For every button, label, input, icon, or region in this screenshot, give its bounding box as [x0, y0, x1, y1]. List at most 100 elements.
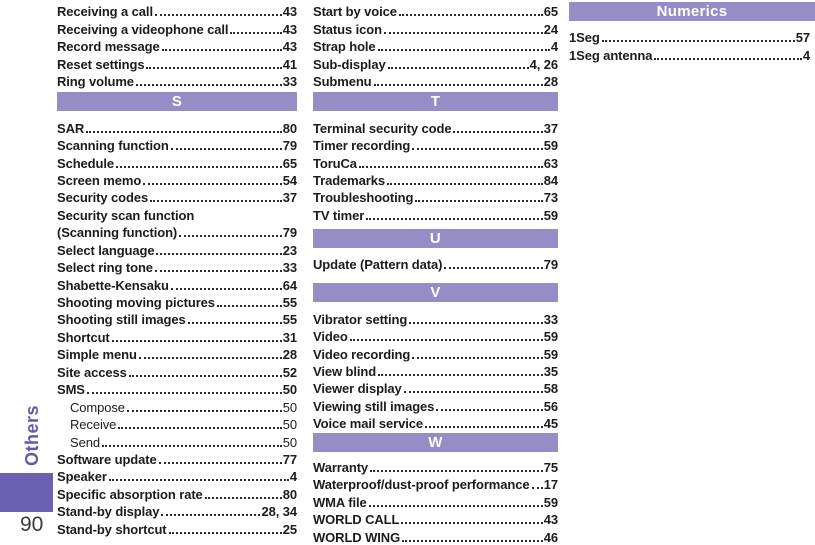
entry-page-number: 4	[802, 47, 810, 63]
entry-label: Send	[70, 434, 100, 450]
entry-label: Video	[313, 329, 348, 345]
dot-leader	[412, 148, 543, 151]
dot-leader	[373, 84, 543, 87]
dot-leader	[128, 374, 282, 377]
entry-page-number: 59	[543, 494, 558, 510]
index-entry: Compose 50	[57, 397, 297, 414]
index-entry: Speaker 4	[57, 467, 297, 484]
entry-page-number: 4	[289, 469, 297, 485]
dot-leader	[170, 287, 282, 290]
entry-page-number: 43	[282, 39, 297, 55]
entry-label: Stand-by display	[57, 504, 160, 520]
entry-page-number: 33	[282, 74, 297, 90]
entry-page-number: 56	[543, 398, 558, 414]
dot-leader	[378, 374, 543, 376]
sidebar-tab	[0, 473, 53, 512]
entry-label: WORLD WING	[313, 529, 401, 545]
entry-page-number: 23	[282, 242, 297, 258]
index-entry: Shabette-Kensaku 64	[57, 275, 297, 292]
dot-leader	[161, 514, 261, 517]
dot-leader	[126, 409, 282, 412]
entry-page-number: 50	[282, 382, 297, 398]
entry-label: (Scanning function)	[57, 225, 178, 241]
entry-label: Trademarks	[313, 172, 385, 188]
entry-page-number: 17	[543, 477, 558, 493]
entry-page-number: 64	[282, 277, 297, 293]
entry-page-number: 75	[543, 459, 558, 475]
index-entry: Reset settings 41	[57, 54, 297, 71]
entry-label: Viewing still images	[313, 398, 435, 414]
entry-label: Select language	[57, 242, 155, 258]
entry-label: Record message	[57, 39, 160, 55]
entry-page-number: 46	[543, 529, 558, 545]
entry-page-number: 35	[543, 364, 558, 379]
entry-label: Shooting moving pictures	[57, 295, 215, 310]
index-entry: SAR 80	[57, 118, 297, 135]
dot-leader	[387, 182, 543, 185]
entry-label: Submenu	[313, 74, 372, 90]
dot-leader	[368, 504, 543, 507]
dot-leader	[154, 270, 282, 273]
entry-label: Strap hole	[313, 39, 376, 55]
entry-label: TV timer	[313, 207, 365, 223]
section-header-s: S	[57, 92, 297, 112]
dot-leader	[135, 84, 282, 87]
dot-leader	[168, 531, 282, 534]
entry-label: Timer recording	[313, 138, 411, 154]
index-column-1: Receiving a call 43 Receiving a videophone…	[57, 2, 297, 537]
dot-leader	[349, 339, 543, 342]
index-entry: Submenu 28	[313, 72, 558, 89]
index-entry: Warranty 75	[313, 457, 558, 474]
index-entry: Receive 50	[57, 415, 297, 432]
dot-leader	[86, 130, 282, 133]
entry-page-number: 59	[543, 346, 558, 362]
section-header-w: W	[313, 433, 558, 453]
index-entry: ToruCa 63	[313, 153, 558, 170]
index-entry: Terminal security code 37	[313, 118, 558, 135]
entry-page-number: 55	[282, 295, 297, 310]
dot-leader	[424, 426, 543, 429]
index-entry: Video recording 59	[313, 344, 558, 361]
dot-leader	[187, 322, 282, 325]
entry-label: SMS	[57, 382, 85, 398]
entry-label: Viewer display	[313, 381, 402, 397]
entry-label: Scanning function	[57, 138, 169, 154]
index-entry: TV timer 59	[313, 205, 558, 222]
entry-label: Select ring tone	[57, 260, 153, 276]
entry-page-number: 52	[282, 364, 297, 380]
entry-page-number: 58	[543, 381, 558, 397]
entry-page-number: 57	[795, 30, 810, 46]
index-entry: Status icon 24	[313, 19, 558, 36]
entry-page-number: 63	[543, 155, 558, 171]
index-entry: Voice mail service 45	[313, 414, 558, 431]
index-entry: WORLD WING 46	[313, 527, 558, 544]
entry-page-number: 50	[282, 434, 297, 450]
entry-page-number: 59	[543, 207, 558, 223]
index-entry: Select language 23	[57, 240, 297, 257]
dot-leader	[170, 148, 282, 151]
dot-leader	[403, 391, 543, 394]
entry-page-number: 43	[282, 4, 297, 20]
index-entry: Ring volume 33	[57, 72, 297, 89]
index-entry: Sub-display 4, 26	[313, 54, 558, 71]
entry-page-number: 50	[282, 399, 297, 415]
section-header-t: T	[313, 92, 558, 112]
entry-page-number: 4, 26	[529, 56, 559, 72]
dot-leader	[204, 496, 282, 499]
index-entry: Stand-by display 28, 34	[57, 502, 297, 519]
entry-page-number: 43	[282, 21, 297, 37]
index-entry: Security codes 37	[57, 188, 297, 205]
entry-label: Shooting still images	[57, 312, 186, 328]
entry-page-number: 31	[282, 329, 297, 345]
dot-leader	[86, 392, 282, 395]
entry-label: Warranty	[313, 459, 369, 475]
index-entry: WORLD CALL 43	[313, 510, 558, 527]
entry-label: SAR	[57, 120, 85, 136]
entry-page-number: 4	[550, 39, 558, 55]
entry-page-number: 80	[282, 120, 297, 136]
index-entry: Simple menu 28	[57, 345, 297, 362]
index-entry: SMS 50	[57, 380, 297, 397]
entry-label: 1Seg antenna	[569, 47, 653, 63]
index-entry: Software update 77	[57, 450, 297, 467]
entry-page-number: 79	[543, 257, 558, 273]
